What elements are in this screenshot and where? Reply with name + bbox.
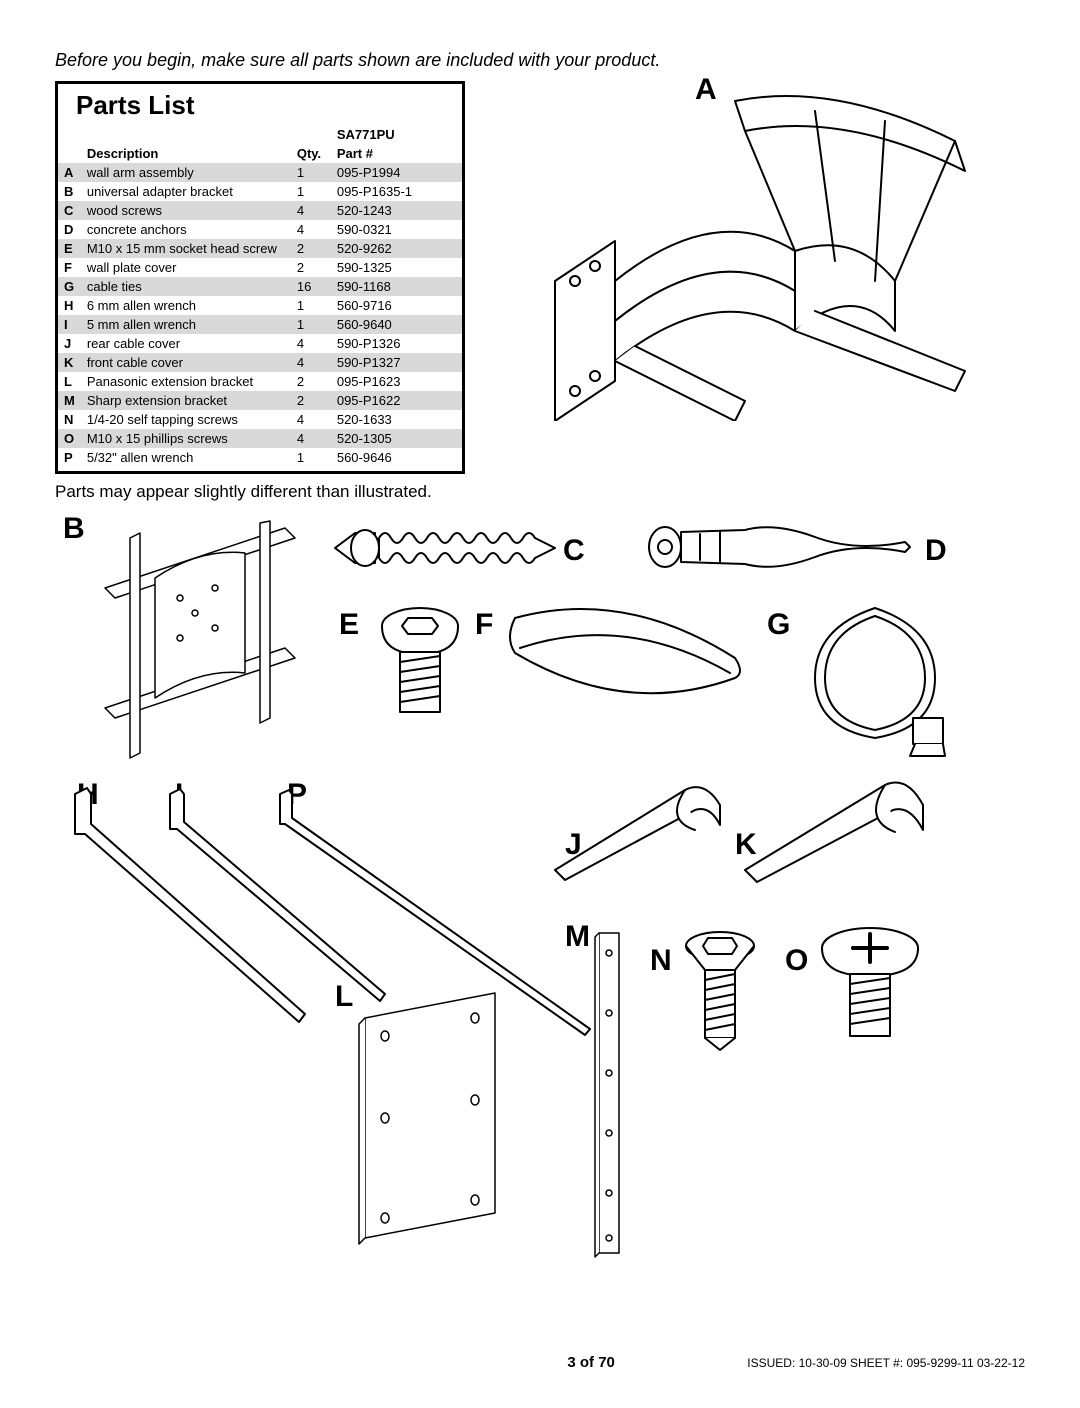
col-qty: Qty. bbox=[291, 144, 331, 163]
illus-F bbox=[495, 598, 755, 738]
table-row: OM10 x 15 phillips screws4520-1305 bbox=[58, 429, 462, 448]
illus-O bbox=[815, 926, 925, 1056]
illus-N bbox=[675, 928, 765, 1058]
illus-J bbox=[545, 770, 735, 890]
intro-text: Before you begin, make sure all parts sh… bbox=[55, 50, 1025, 71]
illus-E bbox=[375, 604, 465, 724]
table-row: Kfront cable cover4590-P1327 bbox=[58, 353, 462, 372]
page-number: 3 of 70 bbox=[567, 1354, 615, 1371]
label-N: N bbox=[650, 944, 672, 978]
table-row: H6 mm allen wrench1560-9716 bbox=[58, 296, 462, 315]
label-E: E bbox=[339, 608, 359, 642]
table-row: Buniversal adapter bracket1095-P1635-1 bbox=[58, 182, 462, 201]
col-part: Part # bbox=[331, 144, 462, 163]
table-row: Dconcrete anchors4590-0321 bbox=[58, 220, 462, 239]
illus-B bbox=[85, 518, 335, 778]
col-desc: Description bbox=[81, 144, 291, 163]
footer: 3 of 70 ISSUED: 10-30-09 SHEET #: 095-92… bbox=[55, 1354, 1025, 1371]
label-F: F bbox=[475, 608, 493, 642]
table-row: Fwall plate cover2590-1325 bbox=[58, 258, 462, 277]
label-D: D bbox=[925, 534, 947, 568]
illus-L bbox=[345, 988, 525, 1248]
table-row: Cwood screws4520-1243 bbox=[58, 201, 462, 220]
label-O: O bbox=[785, 944, 808, 978]
illus-M bbox=[585, 928, 635, 1258]
table-row: Awall arm assembly1095-P1994 bbox=[58, 163, 462, 182]
illus-C bbox=[325, 518, 565, 578]
illus-D bbox=[645, 512, 925, 582]
table-row: MSharp extension bracket2095-P1622 bbox=[58, 391, 462, 410]
parts-table: SA771PU Description Qty. Part # Awall ar… bbox=[58, 125, 462, 467]
label-B: B bbox=[63, 512, 85, 546]
table-row: N1/4-20 self tapping screws4520-1633 bbox=[58, 410, 462, 429]
table-row: Jrear cable cover4590-P1326 bbox=[58, 334, 462, 353]
parts-list-title: Parts List bbox=[58, 90, 462, 125]
note-text: Parts may appear slightly different than… bbox=[55, 482, 1025, 502]
model-header: SA771PU bbox=[331, 125, 462, 144]
illus-G bbox=[795, 598, 965, 758]
illus-A bbox=[535, 81, 995, 421]
label-G: G bbox=[767, 608, 790, 642]
table-row: LPanasonic extension bracket2095-P1623 bbox=[58, 372, 462, 391]
illus-K bbox=[735, 770, 935, 890]
table-row: I5 mm allen wrench1560-9640 bbox=[58, 315, 462, 334]
table-row: P5/32" allen wrench1560-9646 bbox=[58, 448, 462, 467]
parts-list-box: Parts List SA771PU Description Qty. Part… bbox=[55, 81, 465, 474]
table-row: Gcable ties16590-1168 bbox=[58, 277, 462, 296]
sheet-info: ISSUED: 10-30-09 SHEET #: 095-9299-11 03… bbox=[747, 1356, 1025, 1370]
table-row: EM10 x 15 mm socket head screw2520-9262 bbox=[58, 239, 462, 258]
label-C: C bbox=[563, 534, 585, 568]
